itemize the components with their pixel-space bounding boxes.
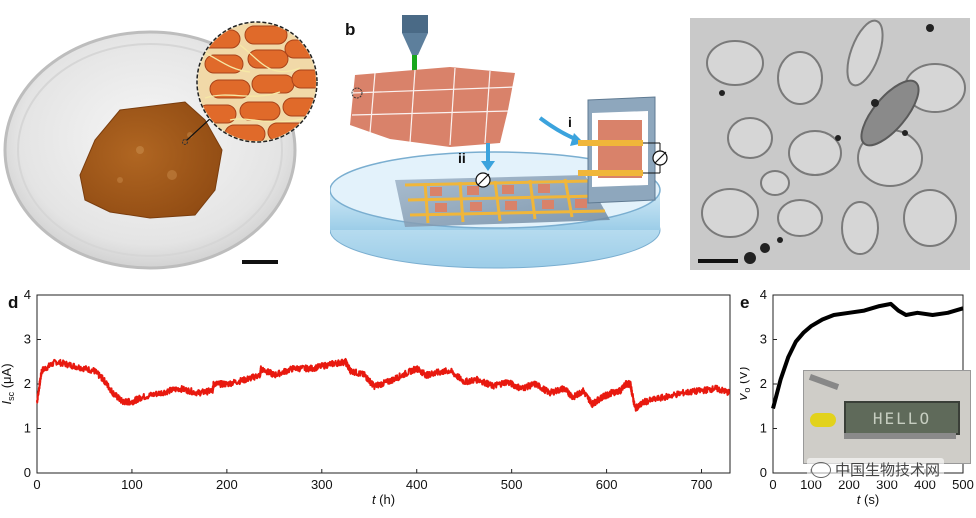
chart-e-y-tick-label: 1 [760, 421, 767, 436]
scale-bar-c [698, 259, 738, 263]
panel-c-tem-image [690, 18, 970, 270]
chart-d: 0 100 200 300 400 500 600 700 0 1 2 3 4 t (h) Isc (μA) [0, 287, 731, 507]
chart-d-y-tick-label: 3 [24, 332, 31, 347]
chart-e-series-line [771, 301, 964, 410]
chart-d-x-axis-label: t (h) [372, 492, 395, 507]
chart-e-x-tick-label: 500 [952, 477, 974, 492]
chart-d-y-tick-label: 1 [24, 421, 31, 436]
scale-bar [242, 260, 278, 264]
chart-e-x-tick-label: 0 [769, 477, 776, 492]
lcd-photo-inset: HELLO [803, 370, 971, 464]
label-i: i [568, 114, 572, 130]
panel-a-photo [0, 20, 330, 275]
chart-d-series-line [36, 357, 731, 412]
panel-letter-b: b [345, 20, 356, 39]
watermark-text: 中国生物技术网 [834, 461, 940, 479]
single-device-i [578, 96, 668, 204]
panel-b-schematic: ii i [330, 15, 668, 269]
chart-e-y-tick-label: 4 [760, 287, 767, 302]
ammeter-symbol-ii [475, 172, 491, 188]
chart-d-x-tick-label: 500 [501, 477, 523, 492]
chart-d-x-tick-label: 400 [406, 477, 428, 492]
chart-d-x-tick-label: 600 [596, 477, 618, 492]
lcd-display: HELLO [844, 401, 960, 435]
chart-d-y-tick-label: 4 [24, 287, 31, 302]
chart-e-y-tick-label: 3 [760, 332, 767, 347]
chart-e-y-tick-label: 2 [760, 376, 767, 391]
chart-d-x-tick-label: 300 [311, 477, 333, 492]
chart-d-x-tick-label: 100 [121, 477, 143, 492]
chart-d-y-axis-label: Isc (μA) [0, 363, 16, 404]
chart-d-x-tick-label: 700 [691, 477, 713, 492]
bacterial-film [79, 101, 223, 219]
chart-d-y-tick-label: 0 [24, 465, 31, 480]
label-ii: ii [458, 150, 466, 166]
electrode-grid [404, 178, 606, 224]
panel-letter-e: e [740, 293, 750, 312]
chart-d-x-tick-label: 200 [216, 477, 238, 492]
chart-e-x-axis-label: t (s) [857, 492, 879, 507]
chart-e-y-axis-label: Vo (V) [740, 367, 752, 402]
watermark: 中国生物技术网 [806, 458, 944, 481]
chart-e-y-tick-label: 0 [760, 465, 767, 480]
wechat-icon [810, 461, 831, 478]
printed-film-patch [350, 67, 515, 147]
chart-d-y-tick-label: 2 [24, 376, 31, 391]
lcd-text: HELLO [872, 408, 932, 428]
panel-letter-d: d [8, 293, 19, 312]
chart-d-x-tick-label: 0 [33, 477, 40, 492]
